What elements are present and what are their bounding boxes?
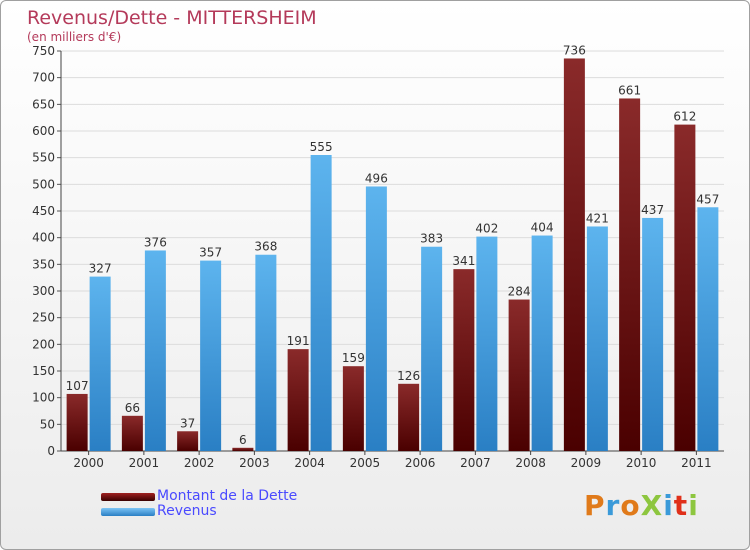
x-tick-label: 2011 bbox=[681, 456, 712, 470]
x-tick-label: 2007 bbox=[460, 456, 491, 470]
proxiti-logo: ProXiti bbox=[584, 489, 699, 522]
bar bbox=[365, 186, 387, 451]
logo-letter: r bbox=[605, 489, 621, 522]
bar bbox=[310, 155, 332, 451]
legend-label-dette: Montant de la Dette bbox=[157, 488, 298, 504]
bar bbox=[255, 254, 277, 451]
logo-letter: P bbox=[584, 489, 606, 522]
chart-title: Revenus/Dette - MITTERSHEIM bbox=[27, 7, 317, 29]
data-label: 661 bbox=[618, 83, 641, 97]
data-label: 437 bbox=[641, 203, 664, 217]
bar bbox=[563, 58, 585, 451]
x-tick-label: 2005 bbox=[350, 456, 381, 470]
data-label: 404 bbox=[531, 221, 554, 235]
logo-letter: i bbox=[663, 489, 674, 522]
y-tick-label: 700 bbox=[32, 71, 55, 85]
data-label: 159 bbox=[342, 351, 365, 365]
y-tick-label: 250 bbox=[32, 311, 55, 325]
y-tick-label: 0 bbox=[47, 444, 55, 458]
y-tick-label: 550 bbox=[32, 151, 55, 165]
x-tick-label: 2006 bbox=[405, 456, 436, 470]
bar bbox=[89, 276, 111, 451]
bar bbox=[421, 246, 443, 451]
bar bbox=[144, 250, 166, 451]
y-tick-label: 450 bbox=[32, 204, 55, 218]
x-tick-label: 2003 bbox=[239, 456, 270, 470]
x-tick-label: 2001 bbox=[129, 456, 160, 470]
bar bbox=[674, 124, 696, 451]
bar bbox=[531, 235, 553, 451]
y-tick-label: 750 bbox=[32, 44, 55, 58]
data-label: 402 bbox=[475, 222, 498, 236]
data-label: 457 bbox=[696, 192, 719, 206]
bar bbox=[232, 447, 254, 451]
x-tick-label: 2009 bbox=[571, 456, 602, 470]
bar bbox=[508, 299, 530, 451]
data-label: 341 bbox=[452, 254, 475, 268]
y-tick-label: 500 bbox=[32, 177, 55, 191]
bar bbox=[200, 260, 222, 451]
logo-letter: o bbox=[620, 489, 641, 522]
x-tick-label: 2008 bbox=[515, 456, 546, 470]
x-tick-label: 2010 bbox=[626, 456, 657, 470]
bar bbox=[697, 207, 719, 451]
bar bbox=[619, 98, 641, 451]
bar bbox=[342, 366, 364, 451]
y-tick-label: 200 bbox=[32, 337, 55, 351]
data-label: 66 bbox=[125, 401, 140, 415]
y-tick-label: 400 bbox=[32, 231, 55, 245]
data-label: 107 bbox=[66, 379, 89, 393]
legend-label-revenus: Revenus bbox=[157, 503, 217, 519]
data-label: 421 bbox=[586, 211, 609, 225]
y-tick-label: 300 bbox=[32, 284, 55, 298]
data-label: 284 bbox=[508, 285, 531, 299]
x-tick-label: 2004 bbox=[294, 456, 325, 470]
bar bbox=[177, 431, 199, 451]
chart-subtitle: (en milliers d'€) bbox=[27, 30, 122, 44]
y-tick-label: 150 bbox=[32, 364, 55, 378]
data-label: 327 bbox=[89, 262, 112, 276]
data-label: 496 bbox=[365, 171, 388, 185]
bar bbox=[121, 415, 143, 451]
data-label: 555 bbox=[310, 140, 333, 154]
x-tick-label: 2000 bbox=[73, 456, 104, 470]
logo-letter: t bbox=[673, 489, 689, 522]
bar bbox=[66, 393, 88, 451]
data-label: 376 bbox=[144, 235, 167, 249]
data-label: 357 bbox=[199, 246, 222, 260]
data-label: 612 bbox=[673, 110, 696, 124]
data-label: 6 bbox=[239, 433, 247, 447]
logo-letter: X bbox=[640, 489, 664, 522]
legend-swatch-revenus bbox=[101, 508, 155, 516]
data-label: 368 bbox=[254, 240, 277, 254]
bar bbox=[476, 236, 498, 451]
y-tick-label: 650 bbox=[32, 97, 55, 111]
y-tick-label: 350 bbox=[32, 257, 55, 271]
y-tick-label: 50 bbox=[40, 417, 55, 431]
x-tick-label: 2002 bbox=[184, 456, 215, 470]
data-label: 383 bbox=[420, 232, 443, 246]
data-label: 126 bbox=[397, 369, 420, 383]
data-label: 37 bbox=[180, 416, 195, 430]
data-label: 191 bbox=[287, 334, 310, 348]
bar bbox=[586, 226, 608, 451]
bar bbox=[398, 383, 420, 451]
data-label: 736 bbox=[563, 43, 586, 57]
logo-letter: i bbox=[688, 489, 699, 522]
y-tick-label: 100 bbox=[32, 391, 55, 405]
legend-swatch-dette bbox=[101, 493, 155, 501]
bar bbox=[453, 269, 475, 451]
bar bbox=[287, 349, 309, 451]
bar bbox=[642, 217, 664, 451]
y-tick-label: 600 bbox=[32, 124, 55, 138]
